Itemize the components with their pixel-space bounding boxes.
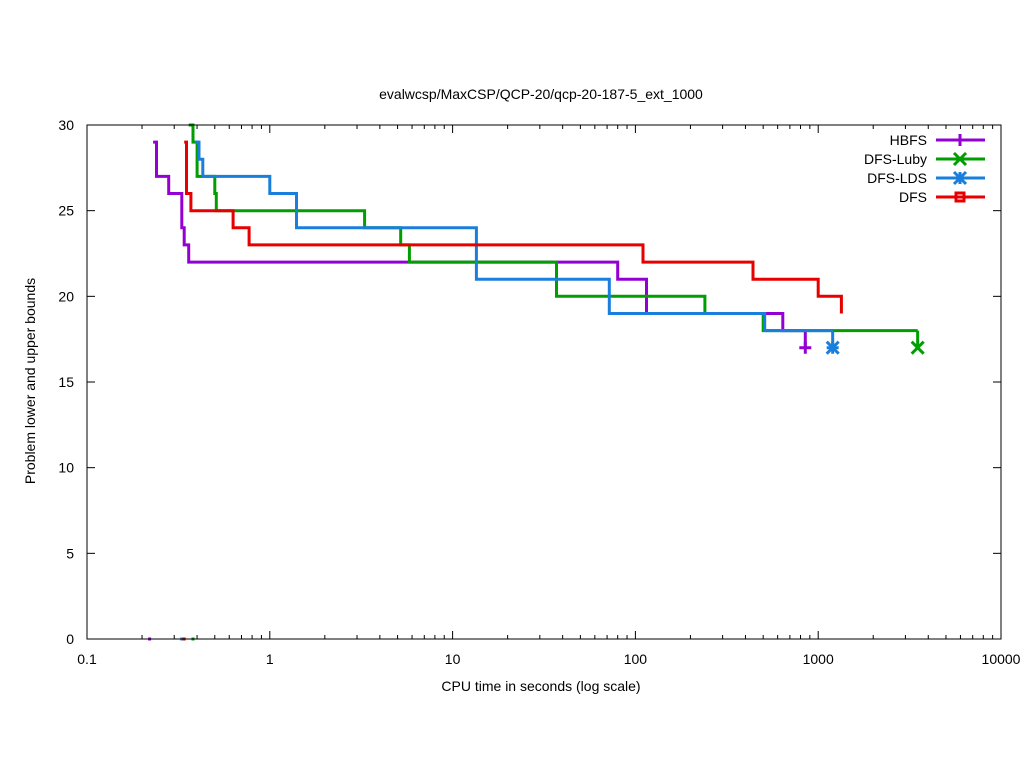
y-tick-label: 30 <box>58 117 74 133</box>
y-tick-label: 0 <box>66 631 74 647</box>
legend-marker <box>952 151 968 167</box>
series-hbfs-end-marker <box>799 341 812 354</box>
series-dfs-upper-line <box>184 140 843 314</box>
y-tick-label: 5 <box>66 545 74 561</box>
legend-marker <box>954 134 966 146</box>
legend-marker <box>954 191 966 203</box>
legend: HBFS DFS-Luby DFS-LDS DFS <box>864 132 985 205</box>
legend-marker <box>952 170 968 186</box>
y-tick-label: 10 <box>58 460 74 476</box>
legend-label: DFS-LDS <box>867 170 927 186</box>
legend-label: HBFS <box>890 132 927 148</box>
x-tick-label: 10 <box>445 651 461 667</box>
legend-item-dfs-luby: DFS-Luby <box>864 151 985 167</box>
x-tick-label: 100 <box>624 651 648 667</box>
series-layer <box>148 123 925 641</box>
legend-item-dfs: DFS <box>899 189 985 205</box>
x-tick-label: 10000 <box>982 651 1021 667</box>
x-tick-label: 1 <box>266 651 274 667</box>
legend-item-dfs-lds: DFS-LDS <box>867 170 985 186</box>
series-dfs-lds <box>180 140 840 641</box>
series-dfs-luby-end-marker <box>910 340 925 355</box>
y-tick-label: 20 <box>58 288 74 304</box>
plot-frame <box>86 124 1002 640</box>
x-tick-label: 1000 <box>803 651 834 667</box>
legend-label: DFS-Luby <box>864 151 927 167</box>
series-dfs-lds-end-marker <box>825 340 840 355</box>
chart-title: evalwcsp/MaxCSP/QCP-20/qcp-20-187-5_ext_… <box>379 86 703 102</box>
axis-ticks: 0.1 1 10 100 1000 10000 0 5 10 15 20 25 30 <box>58 117 1020 667</box>
legend-item-hbfs: HBFS <box>890 132 985 148</box>
y-axis-label: Problem lower and upper bounds <box>22 278 38 484</box>
x-tick-label: 0.1 <box>77 651 97 667</box>
y-tick-label: 25 <box>58 203 74 219</box>
x-axis-label: CPU time in seconds (log scale) <box>441 678 640 694</box>
y-tick-label: 15 <box>58 374 74 390</box>
series-dfs-lds-upper-line <box>195 140 833 333</box>
legend-label: DFS <box>899 189 927 205</box>
